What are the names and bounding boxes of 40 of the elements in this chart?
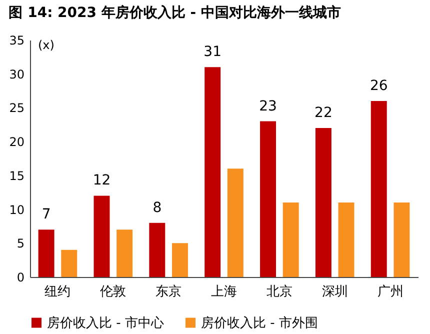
- bar: [116, 230, 133, 277]
- data-label: 7: [42, 206, 51, 223]
- bar: [282, 202, 299, 277]
- x-tick-label: 深圳: [322, 284, 348, 300]
- bar: [315, 128, 332, 277]
- bar: [94, 196, 110, 277]
- bar: [338, 202, 354, 277]
- data-label: 31: [204, 44, 222, 60]
- data-label: 22: [314, 105, 332, 122]
- data-label: 26: [370, 78, 388, 94]
- x-tick-label: 东京: [156, 284, 182, 300]
- bar: [260, 121, 276, 277]
- x-tick-label: 广州: [377, 284, 404, 300]
- y-tick-label: 25: [9, 101, 24, 116]
- x-tick-label: 上海: [211, 284, 237, 300]
- data-label: 23: [259, 98, 277, 114]
- x-tick-label: 北京: [266, 284, 292, 300]
- y-tick-label: 30: [9, 67, 24, 82]
- bar: [38, 230, 54, 277]
- data-label: 8: [152, 200, 162, 216]
- y-tick-label: 10: [9, 202, 24, 217]
- y-tick-label: 5: [16, 236, 24, 251]
- legend-label: 房价收入比 - 市外围: [201, 314, 318, 331]
- bar: [204, 67, 221, 277]
- data-label: 12: [92, 172, 111, 189]
- bar: [227, 168, 244, 277]
- y-tick-label: 20: [9, 135, 24, 150]
- y-tick-label: 15: [9, 168, 24, 183]
- y-tick-label: 0: [16, 270, 24, 284]
- bar: [370, 100, 387, 277]
- bar: [149, 222, 166, 277]
- bar: [172, 243, 188, 277]
- x-tick-label: 纽约: [44, 284, 71, 300]
- x-tick-label: 伦敦: [100, 284, 126, 300]
- legend-label: 房价收入比 - 市中心: [47, 314, 164, 331]
- bar: [394, 202, 410, 277]
- bar: [61, 250, 78, 277]
- y-axis-title: (x): [38, 38, 54, 52]
- y-tick-label: 35: [9, 34, 24, 48]
- chart-title: 图 14: 2023 年房价收入比 - 中国对比海外一线城市: [8, 4, 341, 21]
